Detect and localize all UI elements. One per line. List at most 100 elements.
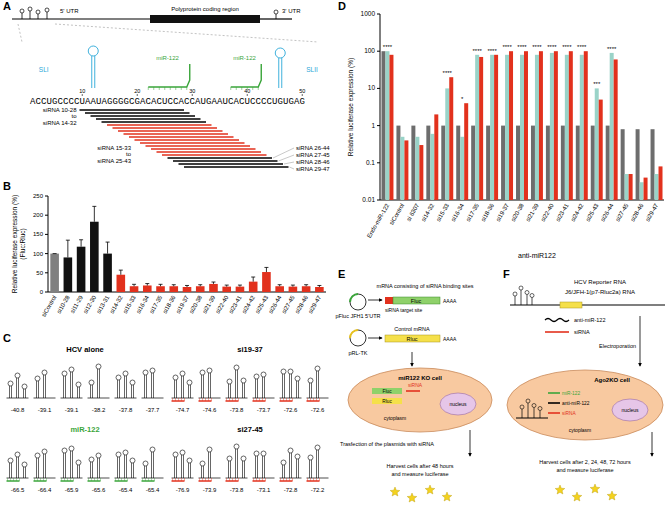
significance: **** xyxy=(502,44,512,50)
base-pair xyxy=(307,478,308,481)
base-pair xyxy=(115,478,116,481)
significance: **** xyxy=(383,44,393,50)
sirna-label: to xyxy=(71,113,77,119)
stem xyxy=(255,456,256,478)
stem xyxy=(99,458,100,478)
arrow xyxy=(470,430,471,456)
error-cap xyxy=(185,285,189,286)
base-pair xyxy=(235,478,236,481)
stem xyxy=(16,378,17,398)
coding-region xyxy=(150,15,260,23)
step-label: and measure luciferase xyxy=(556,467,613,473)
base-pair xyxy=(16,478,17,481)
stem xyxy=(16,457,17,478)
sirna-label: siRNA xyxy=(574,329,590,335)
base-pair xyxy=(319,478,320,481)
stem xyxy=(235,449,236,478)
category-label: si18-36 xyxy=(480,202,495,223)
base-pair xyxy=(34,478,35,481)
base-pair xyxy=(208,398,209,401)
loop xyxy=(227,456,232,461)
bar xyxy=(505,55,509,200)
error-cap xyxy=(79,239,83,240)
base-pair xyxy=(286,398,287,401)
loop xyxy=(8,458,13,463)
category-label: si29-47 xyxy=(307,294,322,315)
figure: ABCDEF5' UTRPolyprotein coding region3' … xyxy=(0,0,669,516)
position-tick xyxy=(247,94,248,96)
stem xyxy=(244,383,245,398)
sirna xyxy=(406,390,420,392)
bar xyxy=(50,254,59,292)
loop xyxy=(187,458,192,463)
loop xyxy=(532,404,536,408)
stem xyxy=(296,459,297,478)
rna-structure xyxy=(115,450,137,481)
bound-strand xyxy=(199,480,212,482)
significance: **** xyxy=(607,46,617,52)
loop xyxy=(116,375,121,380)
y-tick-label: 150 xyxy=(33,231,44,237)
bound-strand xyxy=(115,480,128,482)
group-title: si19-37 xyxy=(237,345,262,354)
category-label: si22-40 xyxy=(540,202,555,223)
error-cap xyxy=(119,270,123,271)
category-label: si21-39 xyxy=(525,202,540,223)
genome-line xyxy=(12,18,150,19)
stem xyxy=(38,381,39,398)
rna-structure xyxy=(34,449,56,481)
bar xyxy=(614,59,618,200)
stem xyxy=(298,381,299,398)
cell xyxy=(507,370,663,440)
y-tick xyxy=(377,14,380,15)
loop xyxy=(89,380,94,385)
bar xyxy=(117,275,126,292)
step-label: Electroporation xyxy=(599,343,636,349)
rna-structure xyxy=(7,452,29,481)
stem xyxy=(11,463,12,478)
error-bar xyxy=(132,284,136,286)
arrow xyxy=(368,300,382,301)
loop xyxy=(22,462,27,467)
sirna-line xyxy=(173,160,278,162)
error-cap xyxy=(92,206,96,207)
mir-strand xyxy=(148,64,190,87)
sirna-label: siRNA 25-43 xyxy=(97,158,131,164)
error-cap xyxy=(198,284,202,285)
loop xyxy=(200,370,205,375)
base-pair xyxy=(175,398,176,401)
sirna-line xyxy=(157,151,262,153)
error-bar xyxy=(159,284,163,286)
gene-label: Fluc xyxy=(382,389,392,394)
y-tick xyxy=(377,51,380,52)
stem xyxy=(527,295,528,306)
bar xyxy=(610,53,614,200)
bar xyxy=(77,247,86,292)
rna-structure xyxy=(7,373,29,398)
base-pair xyxy=(7,478,8,481)
bar xyxy=(554,51,558,200)
bar xyxy=(156,286,165,292)
energy-label: -73.8 xyxy=(230,407,244,413)
stem xyxy=(176,380,177,398)
stem xyxy=(316,450,317,478)
category-label: si25-43 xyxy=(585,202,600,223)
rna-construct: J6/JFH-1(p7-Rluc2a) RNA xyxy=(565,289,635,295)
bar xyxy=(475,55,479,200)
rluc-mrna xyxy=(385,335,440,342)
loop xyxy=(207,368,212,373)
error-cap xyxy=(251,277,255,278)
error-bar xyxy=(238,285,242,287)
stem xyxy=(9,386,10,398)
base-pair xyxy=(148,478,149,481)
y-tick xyxy=(45,272,48,273)
base-pair xyxy=(232,478,233,481)
rna-structure xyxy=(172,371,194,401)
loop xyxy=(150,447,155,452)
error-line xyxy=(81,240,82,247)
bar xyxy=(565,55,569,200)
stem xyxy=(126,376,127,398)
loop xyxy=(130,458,135,463)
stem xyxy=(63,453,64,478)
loop xyxy=(123,450,128,455)
